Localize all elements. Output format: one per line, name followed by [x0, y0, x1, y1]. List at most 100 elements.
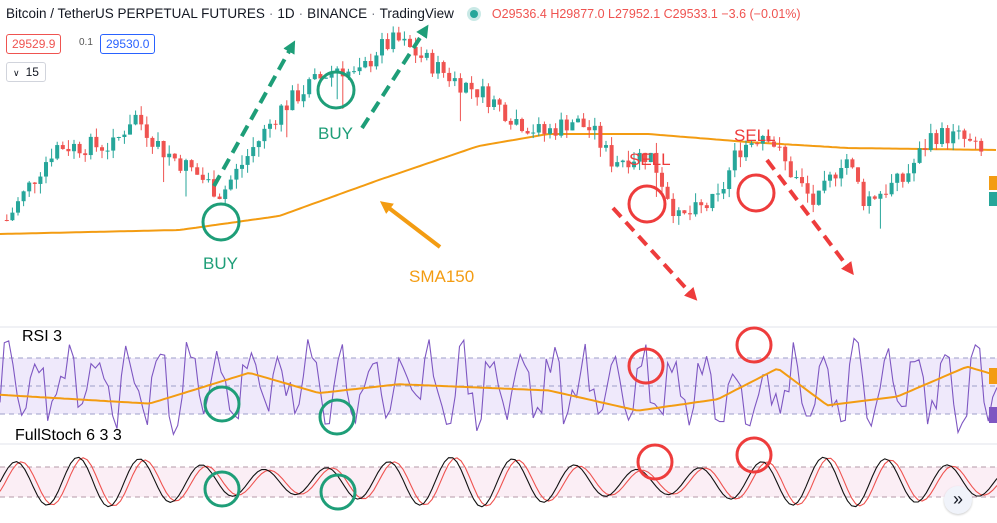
low-value: L27952.1	[608, 6, 661, 21]
candle-body	[839, 167, 844, 179]
sell-circle	[627, 347, 665, 385]
candle-body	[447, 72, 452, 82]
buy-price-button[interactable]: 29530.0	[100, 34, 156, 54]
buy-circle	[316, 70, 356, 110]
candle-body	[284, 105, 289, 111]
candle-body	[917, 148, 922, 163]
candle-body	[491, 99, 497, 108]
candle-body	[379, 39, 385, 56]
candle-body	[727, 170, 732, 190]
volume-toggle[interactable]: ∨ 15	[6, 62, 46, 82]
candle-body	[21, 191, 26, 202]
candle-body	[721, 189, 726, 194]
candle-body	[659, 172, 665, 187]
open-value: O29536.4	[491, 6, 547, 21]
candle-body	[430, 52, 435, 74]
candle-body	[889, 182, 894, 195]
candle-body	[581, 118, 586, 128]
buy-circle	[319, 473, 357, 511]
candle-body	[794, 177, 799, 179]
candle-body	[99, 147, 105, 151]
candle-body	[693, 202, 698, 215]
buy-label-1: BUY	[203, 254, 238, 273]
candle-body	[211, 179, 217, 197]
candle-body	[945, 128, 950, 144]
candle-body	[867, 196, 872, 207]
candle-body	[335, 68, 340, 72]
candle-body	[435, 62, 441, 74]
last-price-tag	[989, 192, 997, 206]
candle-body	[822, 180, 827, 191]
separator: ·	[298, 6, 304, 21]
change-value: −3.6 (−0.01%)	[721, 6, 801, 21]
candle-body	[458, 78, 463, 93]
buy-circle	[318, 398, 356, 436]
candle-body	[928, 133, 933, 150]
candle-body	[620, 160, 625, 163]
candle-body	[951, 131, 956, 144]
candle-body	[155, 141, 161, 147]
sell-circle	[636, 443, 674, 481]
candle-body	[570, 122, 575, 131]
candle-body	[861, 181, 866, 207]
candle-body	[900, 173, 905, 182]
candle-body	[290, 90, 295, 111]
candle-body	[475, 89, 480, 98]
candle-body	[161, 141, 166, 158]
candle-body	[251, 147, 256, 157]
candle-body	[223, 189, 228, 199]
candle-body	[312, 74, 317, 80]
rsi-pane	[0, 326, 997, 437]
candle-body	[374, 55, 379, 67]
stoch-d-line	[0, 457, 997, 507]
candle-body	[777, 146, 782, 148]
candle-body	[648, 152, 653, 163]
candle-body	[88, 136, 93, 156]
candle-body	[637, 152, 642, 162]
separator: ·	[371, 6, 376, 21]
candle-body	[643, 152, 648, 163]
candle-body	[77, 143, 82, 154]
rsi-line	[0, 337, 997, 437]
candle-body	[827, 174, 833, 181]
candle-body	[105, 150, 110, 152]
candle-body	[357, 67, 362, 72]
sell-circle	[735, 436, 773, 474]
sell-circle	[735, 326, 773, 364]
high-value: H29877.0	[550, 6, 605, 21]
interval[interactable]: 1D	[277, 6, 295, 21]
candle-body	[301, 94, 306, 102]
candle-body	[805, 183, 810, 194]
candle-body	[883, 193, 889, 195]
sell-label-1: SELL	[629, 150, 671, 169]
candle-body	[323, 77, 329, 79]
candle-body	[116, 137, 121, 139]
candle-body	[738, 150, 743, 158]
candle-body	[424, 52, 429, 58]
sma150-label: SMA150	[409, 267, 475, 286]
candle-body	[60, 145, 65, 149]
symbol-title[interactable]: Bitcoin / TetherUS PERPETUAL FUTURES	[6, 6, 265, 21]
buy-arrow	[212, 40, 296, 187]
market-status-icon[interactable]	[469, 9, 478, 18]
buy-label-2: BUY	[318, 124, 353, 143]
sell-price-button[interactable]: 29529.9	[6, 34, 62, 54]
candle-body	[497, 99, 502, 105]
sma-pointer-arrow	[379, 201, 442, 249]
candle-body	[665, 186, 670, 199]
scroll-to-realtime-button[interactable]: »	[944, 486, 972, 514]
candle-body	[895, 173, 900, 183]
candle-body	[559, 119, 564, 136]
candle-body	[318, 74, 323, 79]
rsi-pane-label: RSI 3	[22, 328, 63, 345]
candle-body	[83, 153, 88, 156]
candle-body	[245, 156, 250, 165]
candle-body	[906, 173, 911, 182]
candle-body	[956, 130, 961, 132]
candle-body	[239, 164, 245, 169]
candle-body	[749, 143, 754, 145]
close-value: C29533.1	[663, 6, 718, 21]
candle-body	[592, 125, 597, 131]
candle-body	[217, 196, 222, 199]
